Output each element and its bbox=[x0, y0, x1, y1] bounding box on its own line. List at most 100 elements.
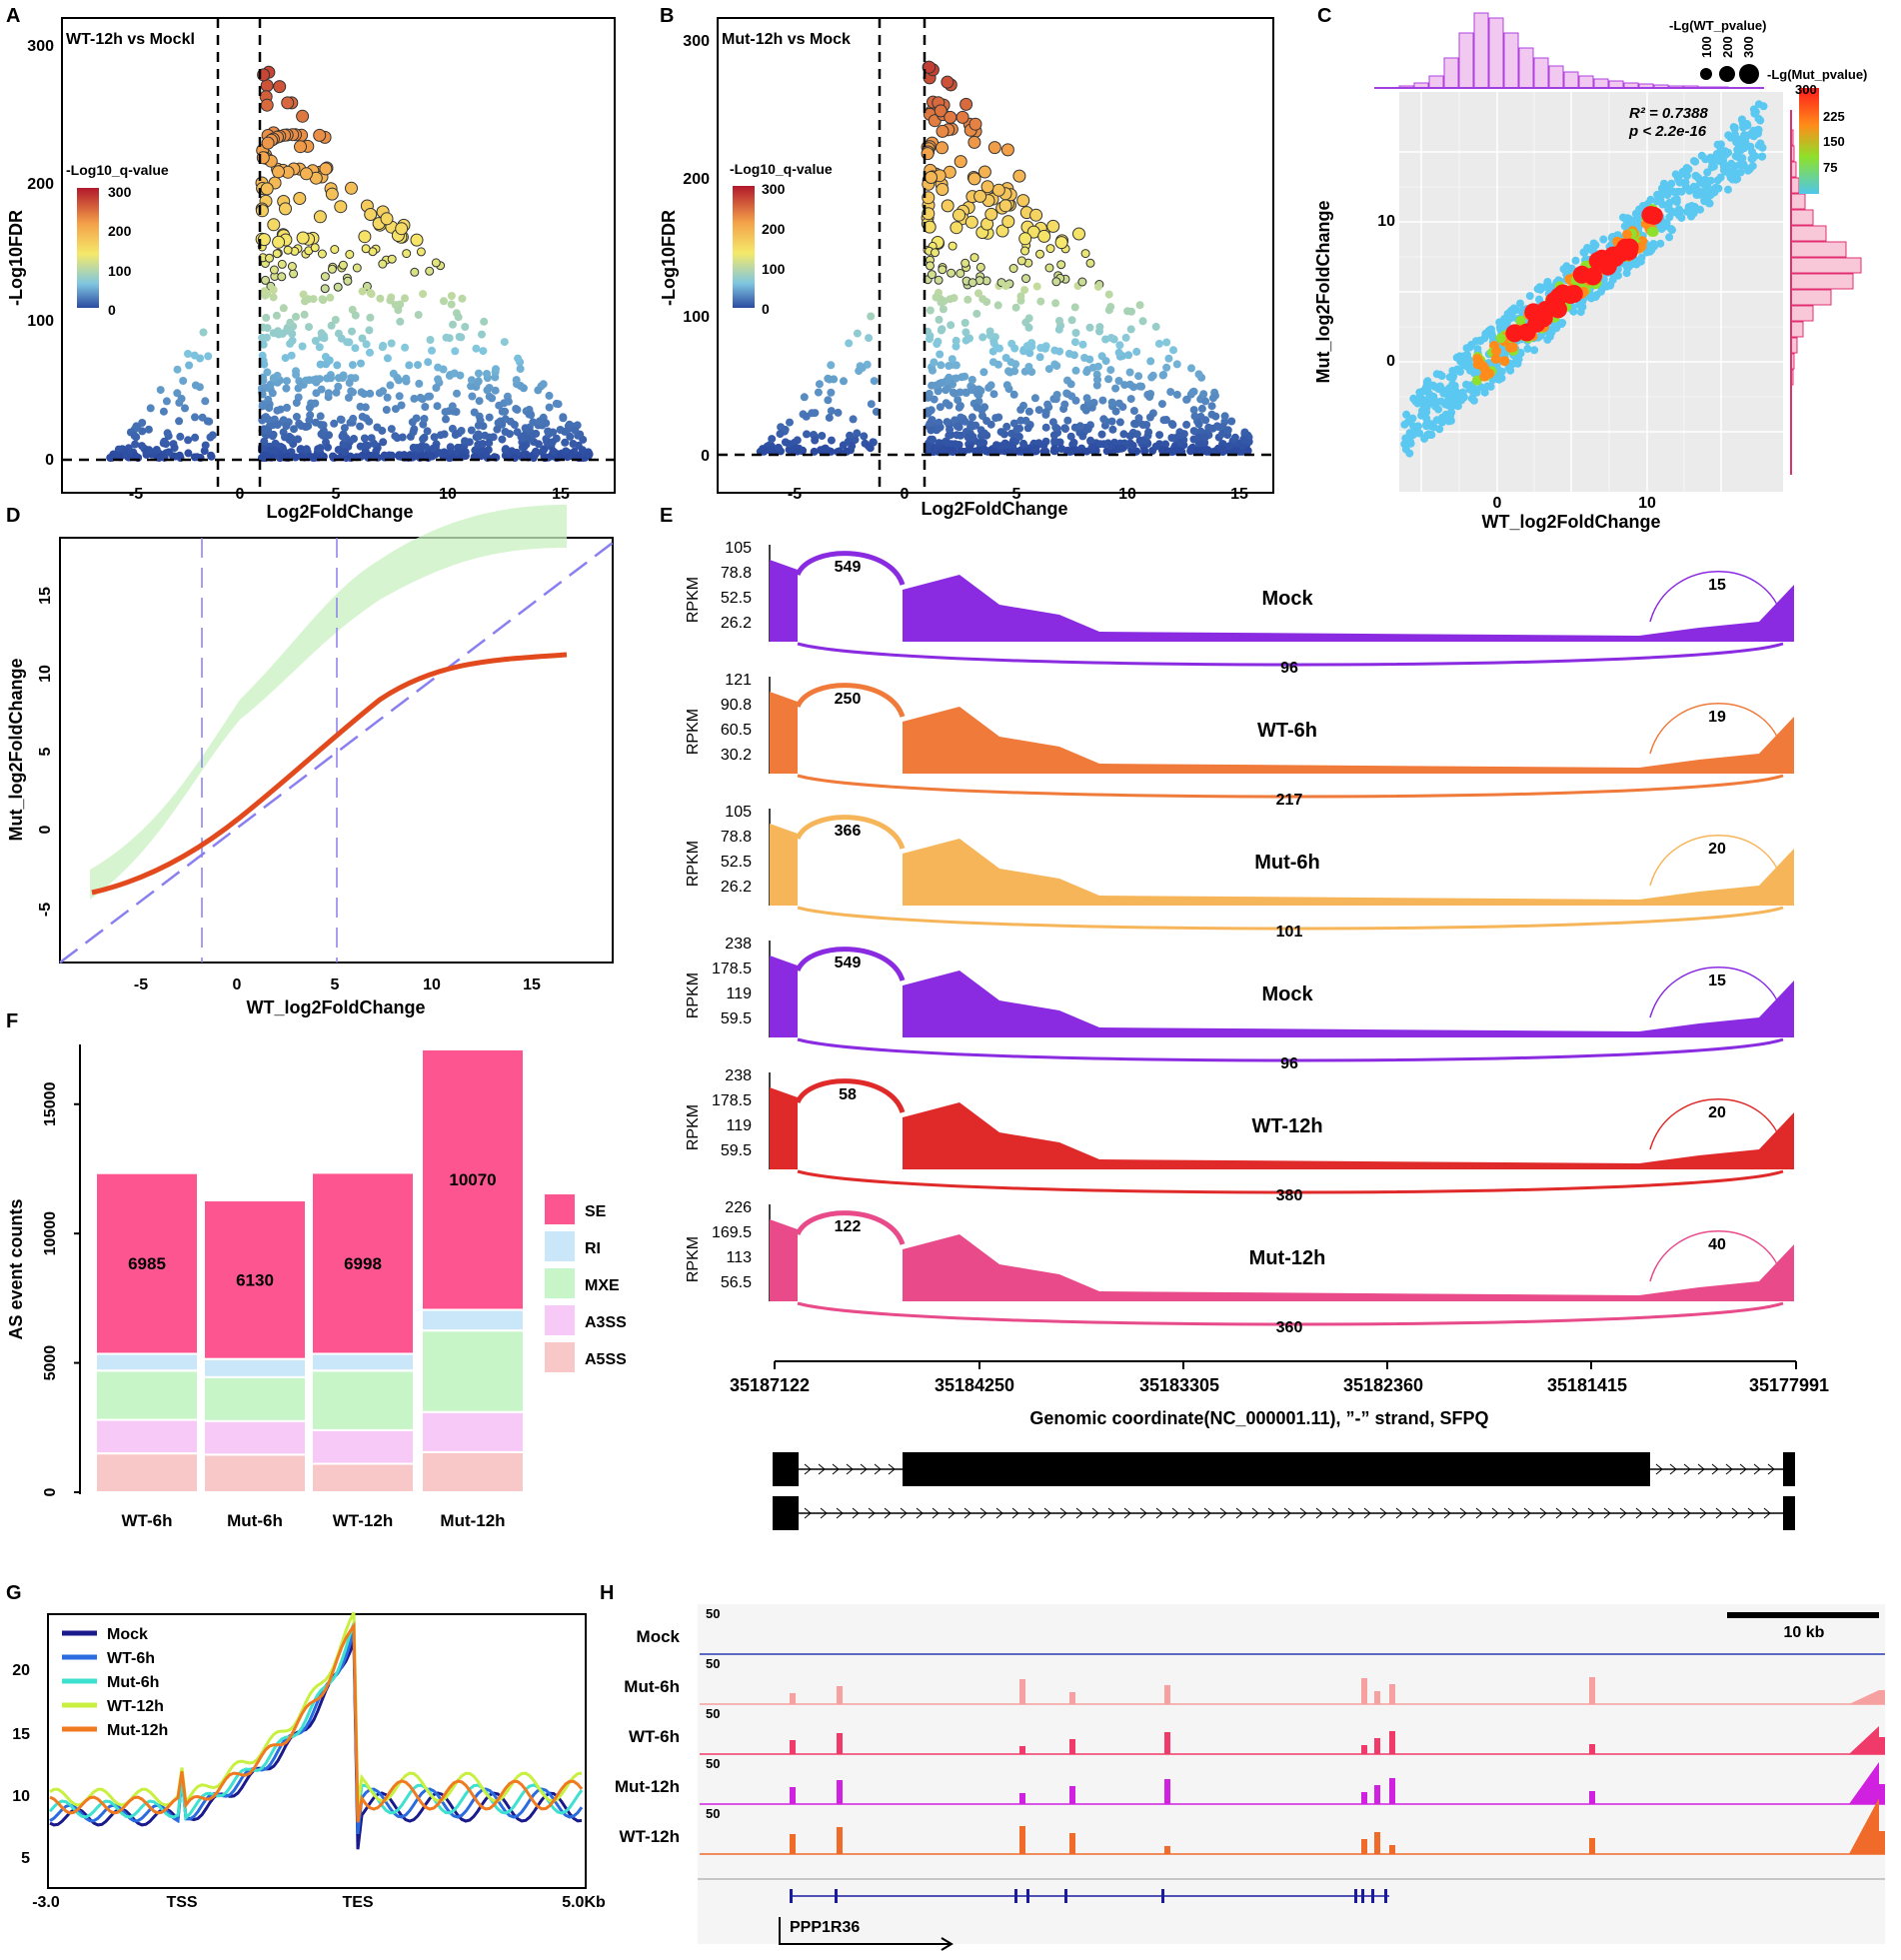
volcano-point bbox=[549, 447, 558, 456]
x-tick: 5.0Kb bbox=[562, 1894, 606, 1911]
volcano-point bbox=[1064, 349, 1073, 358]
volcano-point bbox=[934, 275, 944, 285]
volcano-point bbox=[1080, 249, 1090, 259]
chevron-icon bbox=[932, 1507, 940, 1519]
volcano-point bbox=[513, 405, 522, 414]
chevron-icon bbox=[916, 1507, 924, 1519]
panel-label-b: B bbox=[660, 5, 674, 27]
bar-segment-se bbox=[95, 1171, 199, 1355]
scatter-point bbox=[1646, 226, 1657, 237]
volcano-point bbox=[1002, 422, 1011, 431]
volcano-point bbox=[366, 389, 375, 398]
coord-tick: 35177991 bbox=[1749, 1375, 1829, 1395]
scatter-point bbox=[1665, 233, 1674, 242]
volcano-point bbox=[1000, 143, 1014, 157]
volcano-point bbox=[308, 453, 317, 462]
volcano-point bbox=[1101, 357, 1110, 366]
volcano-point bbox=[489, 433, 498, 442]
volcano-point bbox=[261, 136, 275, 150]
volcano-point bbox=[414, 311, 423, 319]
chevron-icon bbox=[1347, 1507, 1355, 1519]
chevron-icon bbox=[1539, 1507, 1547, 1519]
volcano-point bbox=[485, 413, 494, 422]
volcano-point bbox=[1117, 444, 1125, 453]
volcano-point bbox=[1134, 414, 1143, 423]
volcano-point bbox=[310, 243, 320, 253]
volcano-point bbox=[305, 403, 314, 412]
x-tick: 0 bbox=[236, 486, 245, 503]
signal-peak bbox=[1069, 1692, 1075, 1704]
y-tick: 5 bbox=[37, 747, 54, 756]
signal-peak bbox=[1589, 1677, 1595, 1704]
scatter-point bbox=[1606, 280, 1615, 289]
volcano-point bbox=[1077, 277, 1087, 287]
volcano-point bbox=[207, 451, 215, 460]
volcano-point bbox=[929, 366, 937, 375]
volcano-point bbox=[979, 368, 988, 377]
signal-peak bbox=[1069, 1786, 1075, 1804]
chevron-icon bbox=[1767, 1463, 1775, 1475]
volcano-point bbox=[281, 96, 295, 110]
color-tick: 75 bbox=[1823, 160, 1837, 175]
volcano-point bbox=[932, 293, 941, 302]
volcano-point bbox=[263, 368, 272, 377]
scatter-point bbox=[1659, 179, 1668, 188]
volcano-point bbox=[467, 426, 476, 435]
chevron-icon bbox=[948, 1507, 955, 1519]
coord-tick: 35182360 bbox=[1343, 1375, 1423, 1395]
volcano-point bbox=[938, 325, 947, 334]
volcano-point bbox=[402, 249, 412, 259]
scatter-point bbox=[1562, 262, 1571, 271]
volcano-point bbox=[1157, 400, 1166, 409]
volcano-point bbox=[382, 406, 391, 414]
volcano-point bbox=[396, 317, 405, 326]
volcano-point bbox=[967, 135, 981, 149]
scatter-point bbox=[1449, 401, 1458, 410]
volcano-point bbox=[440, 297, 448, 306]
signal-peak bbox=[1389, 1845, 1395, 1854]
volcano-point bbox=[432, 384, 441, 392]
volcano-point bbox=[181, 404, 189, 413]
signal-peak bbox=[1589, 1791, 1595, 1804]
scatter-point bbox=[1402, 410, 1411, 419]
scatter-point bbox=[1495, 333, 1506, 344]
chevron-icon bbox=[1753, 1463, 1761, 1475]
bar-segment-a5ss bbox=[203, 1453, 307, 1493]
volcano-point bbox=[289, 269, 299, 279]
chevron-icon bbox=[1171, 1507, 1179, 1519]
volcano-point bbox=[1187, 364, 1195, 373]
volcano-point bbox=[277, 259, 287, 269]
panel-label-h: H bbox=[600, 1582, 614, 1604]
volcano-point bbox=[1092, 381, 1101, 390]
rpkm-tick: 113 bbox=[726, 1249, 752, 1266]
volcano-point bbox=[285, 436, 294, 445]
volcano-point bbox=[936, 350, 945, 359]
volcano-point bbox=[969, 253, 979, 263]
volcano-point bbox=[952, 208, 965, 222]
chevron-icon bbox=[1667, 1507, 1675, 1519]
volcano-point bbox=[198, 413, 207, 422]
junction-arc bbox=[795, 1210, 906, 1245]
stacked-bar-chart-f: 6985 WT-6h 6130 Mut-6h 6998 WT-12h 10070 Mut-12… bbox=[6, 1044, 627, 1530]
volcano-point bbox=[1151, 442, 1160, 451]
rpkm-tick: 178.5 bbox=[712, 961, 752, 978]
scatter-point bbox=[1429, 423, 1438, 432]
volcano-point bbox=[1056, 260, 1066, 270]
junction-arc bbox=[1649, 835, 1784, 887]
volcano-point bbox=[1162, 363, 1171, 372]
scatter-point bbox=[1734, 139, 1743, 148]
junction-arc bbox=[1649, 967, 1784, 1018]
volcano-plot-a: WT-12h vs Mockl -Log10_q-value 300 200 1… bbox=[6, 17, 616, 522]
junction-arc bbox=[795, 1078, 906, 1113]
volcano-point bbox=[1135, 301, 1144, 310]
legend-tick: 300 bbox=[762, 181, 786, 197]
volcano-point bbox=[1104, 290, 1113, 299]
browser-track: Mut-6h 50 bbox=[624, 1656, 1885, 1705]
scatter-point bbox=[1748, 148, 1756, 156]
scatter-point bbox=[1490, 354, 1501, 364]
scatter-point bbox=[1694, 174, 1703, 182]
volcano-point bbox=[327, 264, 337, 274]
scatter-point bbox=[1699, 179, 1708, 188]
scatter-point bbox=[1726, 171, 1734, 180]
profile-line bbox=[49, 1611, 583, 1808]
